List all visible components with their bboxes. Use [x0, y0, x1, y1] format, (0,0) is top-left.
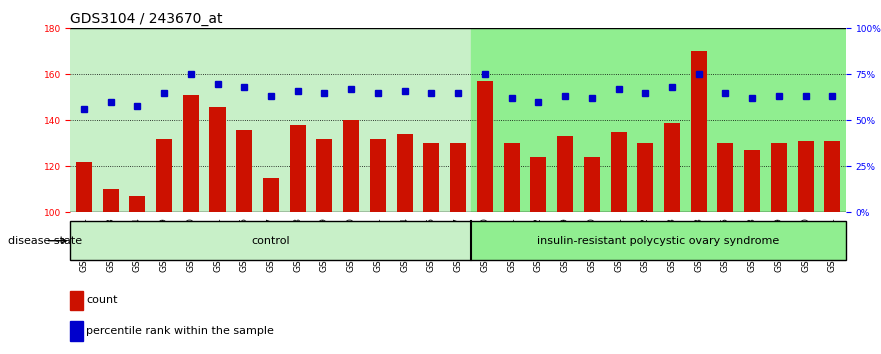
Bar: [130, 196, 145, 212]
Bar: [424, 143, 440, 212]
Bar: [825, 141, 840, 212]
Bar: [471, 28, 846, 212]
Bar: [70, 28, 471, 212]
Text: disease state: disease state: [9, 236, 83, 246]
Bar: [530, 157, 546, 212]
Bar: [557, 136, 573, 212]
Text: percentile rank within the sample: percentile rank within the sample: [86, 326, 274, 336]
Bar: [471, 221, 846, 260]
Bar: [797, 141, 814, 212]
Bar: [370, 139, 386, 212]
Bar: [717, 143, 734, 212]
Bar: [316, 139, 332, 212]
Bar: [771, 143, 787, 212]
Bar: [76, 162, 92, 212]
Bar: [450, 143, 466, 212]
Text: GDS3104 / 243670_at: GDS3104 / 243670_at: [70, 12, 223, 26]
Bar: [290, 125, 306, 212]
Bar: [504, 143, 520, 212]
Bar: [70, 221, 471, 260]
Bar: [236, 130, 252, 212]
Bar: [744, 150, 760, 212]
Bar: [637, 143, 654, 212]
Bar: [691, 51, 707, 212]
Bar: [102, 189, 119, 212]
Text: control: control: [252, 236, 291, 246]
Bar: [664, 123, 680, 212]
Text: count: count: [86, 295, 117, 306]
Bar: [70, 321, 83, 341]
Bar: [584, 157, 600, 212]
Bar: [263, 178, 279, 212]
Bar: [70, 291, 83, 310]
Bar: [396, 134, 412, 212]
Text: insulin-resistant polycystic ovary syndrome: insulin-resistant polycystic ovary syndr…: [537, 236, 780, 246]
Bar: [344, 120, 359, 212]
Bar: [477, 81, 492, 212]
Bar: [611, 132, 626, 212]
Bar: [210, 107, 226, 212]
Bar: [156, 139, 172, 212]
Bar: [182, 95, 199, 212]
